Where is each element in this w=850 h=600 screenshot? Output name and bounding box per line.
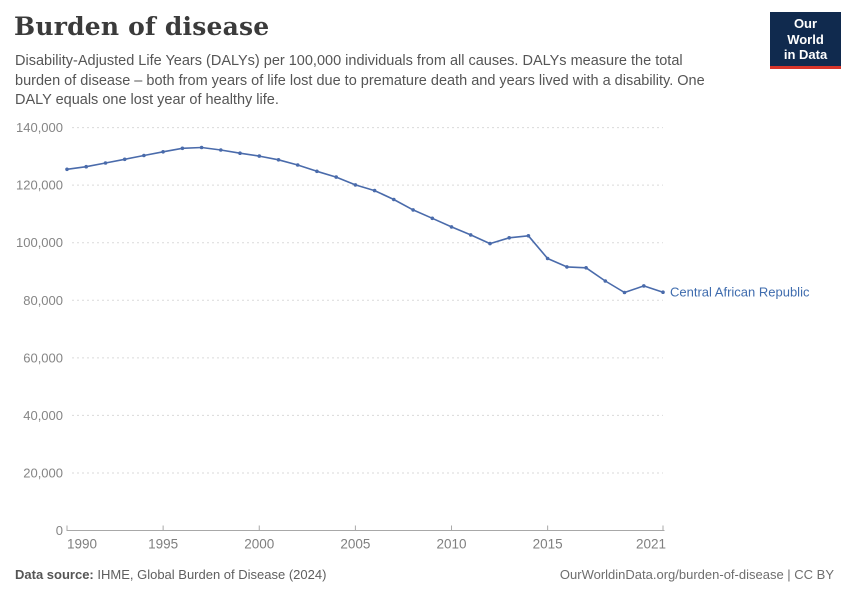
chart-subtitle: Disability-Adjusted Life Years (DALYs) p… — [15, 53, 705, 108]
y-axis-tick-label: 120,000 — [16, 178, 63, 193]
data-point — [257, 154, 262, 158]
y-axis-tick-label: 60,000 — [23, 350, 63, 365]
x-axis-tick-label: 2021 — [636, 537, 666, 552]
series-label: Central African Republic — [670, 285, 810, 300]
data-point — [430, 216, 435, 221]
data-point — [449, 225, 454, 229]
y-axis-tick-label: 0 — [56, 523, 63, 538]
data-point — [65, 167, 69, 172]
data-point — [199, 145, 204, 150]
x-axis-tick-label: 1990 — [67, 537, 97, 552]
data-point — [392, 197, 396, 202]
y-axis-tick-label: 140,000 — [16, 120, 63, 135]
data-point — [622, 290, 627, 295]
data-source-label: Data source: — [15, 567, 94, 582]
data-point — [219, 148, 223, 152]
chart-canvas: 0 20,000 40,000 60,000 80,000 100,000 120,000 1… — [16, 120, 810, 552]
data-point — [411, 208, 415, 212]
owid-link[interactable]: OurWorldinData.org/burden-of-disease | C… — [559, 567, 834, 582]
data-point — [584, 266, 588, 270]
x-axis-tick-label: 2010 — [436, 537, 466, 552]
data-point — [565, 265, 569, 269]
owid-logo-line1: Our World — [787, 16, 824, 47]
owid-logo-line2: in Data — [783, 47, 828, 62]
data-point — [334, 175, 339, 179]
data-point — [353, 183, 358, 187]
data-point — [372, 188, 377, 193]
data-point — [122, 157, 127, 162]
data-point — [315, 169, 319, 174]
data-point — [603, 279, 608, 283]
x-axis-tick-label: 1995 — [148, 537, 178, 552]
data-point — [84, 164, 88, 169]
data-point — [661, 290, 665, 295]
x-axis-tick-label: 2015 — [533, 537, 563, 552]
data-point — [238, 151, 242, 155]
y-axis-tick-label: 20,000 — [23, 465, 63, 480]
data-point — [103, 161, 108, 165]
chart-footer: Data source: IHME, Global Burden of Dise… — [15, 567, 834, 582]
y-axis-tick-label: 100,000 — [16, 235, 63, 250]
data-point — [526, 234, 531, 238]
x-axis-tick-label: 2000 — [244, 537, 274, 552]
data-point — [142, 153, 146, 158]
data-point — [161, 150, 165, 154]
page-title: Burden of disease — [14, 12, 270, 41]
data-point — [488, 241, 492, 246]
data-point — [276, 158, 281, 162]
data-point — [507, 236, 512, 240]
data-point — [642, 284, 646, 288]
data-point — [295, 163, 300, 167]
data-point — [468, 233, 473, 237]
y-axis-tick-label: 40,000 — [23, 408, 63, 423]
x-axis-tick-label: 2005 — [340, 537, 370, 552]
data-point — [180, 146, 185, 151]
data-source-text: IHME, Global Burden of Disease (2024) — [93, 567, 327, 582]
owid-logo[interactable]: Our World in Data — [770, 12, 841, 69]
y-axis-tick-label: 80,000 — [23, 293, 63, 308]
data-source: Data source: IHME, Global Burden of Dise… — [15, 567, 326, 582]
data-line-central-african-republic — [66, 146, 664, 294]
data-point — [545, 256, 550, 261]
